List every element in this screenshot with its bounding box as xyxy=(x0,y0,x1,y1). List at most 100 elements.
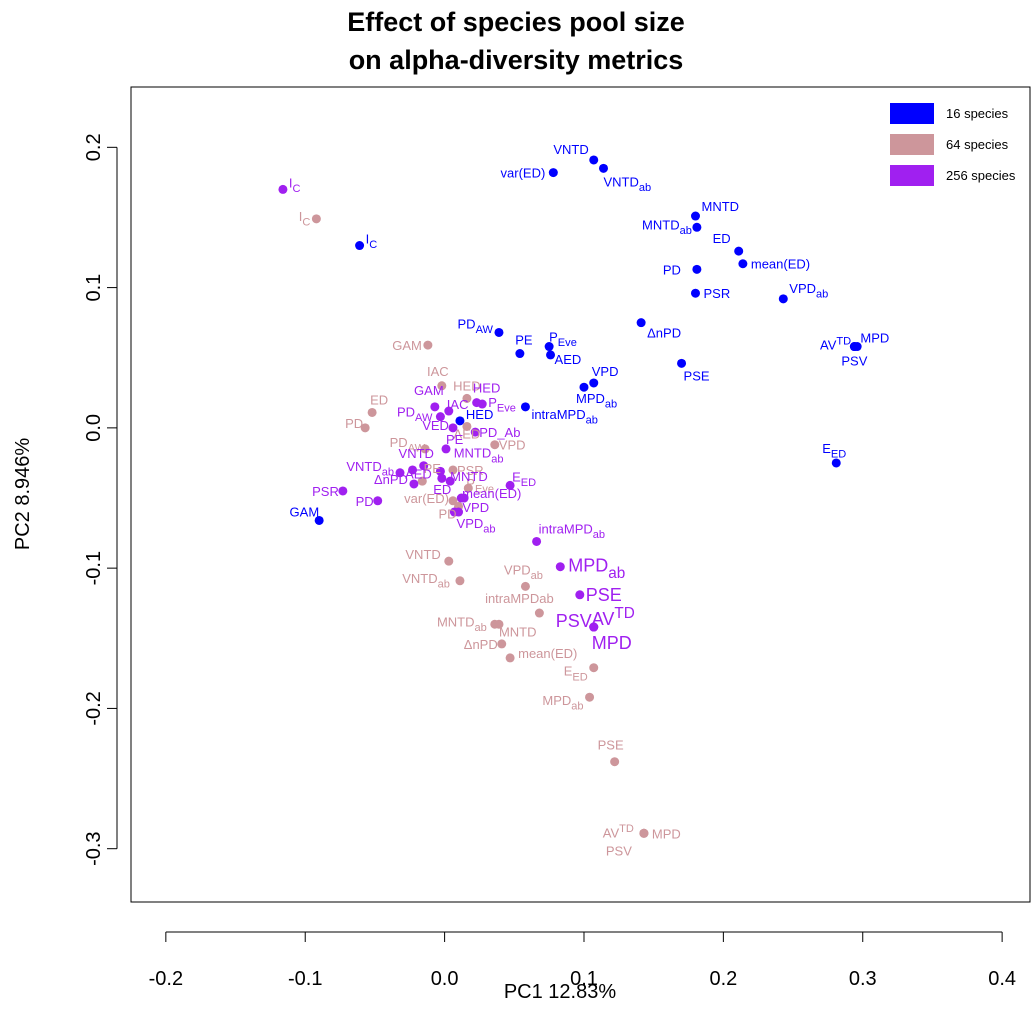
y-tick-label: -0.3 xyxy=(83,831,105,865)
data-label: MNTD xyxy=(450,469,488,484)
data-point xyxy=(462,393,472,403)
data-point xyxy=(477,399,487,409)
data-label: PDAW xyxy=(390,435,426,455)
x-tick-label: 0.0 xyxy=(431,968,459,990)
data-point xyxy=(610,757,620,767)
data-point xyxy=(677,358,687,368)
x-tick-label: 0.3 xyxy=(849,968,877,990)
data-label: GAM xyxy=(392,338,422,353)
legend-swatch xyxy=(890,103,934,124)
data-label: VNTD xyxy=(399,446,434,461)
data-point xyxy=(455,576,465,586)
data-point xyxy=(441,444,451,454)
data-point xyxy=(494,327,504,337)
y-tick-label: -0.1 xyxy=(83,551,105,585)
legend-label: 16 species xyxy=(946,106,1009,121)
data-label: VPDab xyxy=(789,281,828,301)
x-tick-label: -0.2 xyxy=(149,968,183,990)
data-point xyxy=(463,483,473,493)
data-point xyxy=(409,479,419,489)
data-point xyxy=(690,211,700,221)
data-label: VED xyxy=(422,418,449,433)
plot-frame xyxy=(130,86,1031,903)
legend-label: 256 species xyxy=(946,168,1016,183)
data-point xyxy=(490,440,500,450)
data-label: IAC xyxy=(427,364,449,379)
data-point xyxy=(690,288,700,298)
data-point xyxy=(849,342,859,352)
data-labels: VNTDVNTDabvar(ED)MNTDMNTDabEDmean(ED)PDP… xyxy=(289,142,889,858)
data-label: PSE xyxy=(598,738,624,753)
data-point xyxy=(505,480,515,490)
data-point xyxy=(419,461,429,471)
data-label: MPD xyxy=(860,331,889,346)
data-label: AVTD xyxy=(592,605,635,629)
data-point xyxy=(437,381,447,391)
data-point xyxy=(454,507,464,517)
data-label: IAC xyxy=(447,397,469,412)
legend-swatch xyxy=(890,134,934,155)
data-point xyxy=(639,828,649,838)
data-label: MNTDab xyxy=(454,446,504,466)
data-point xyxy=(636,318,646,328)
data-label: VPDab xyxy=(504,562,543,582)
y-tick-label: 0.2 xyxy=(83,133,105,161)
data-point xyxy=(738,259,748,269)
data-label: VPDab xyxy=(457,516,496,536)
data-label: VPD xyxy=(499,438,526,453)
x-axis-label: PC1 12.83% xyxy=(504,981,617,1003)
data-point xyxy=(437,473,447,483)
data-point xyxy=(532,536,542,546)
data-point xyxy=(515,349,525,359)
data-label: PSR xyxy=(457,463,484,478)
data-label: PSR xyxy=(703,286,730,301)
data-point xyxy=(589,155,599,165)
data-label: PEve xyxy=(488,395,516,415)
data-point xyxy=(546,350,556,360)
data-label: VPD xyxy=(592,364,619,379)
data-label: MNTDab xyxy=(437,614,487,634)
data-point xyxy=(417,476,427,486)
data-point xyxy=(494,619,504,629)
data-point xyxy=(598,163,608,173)
data-label: IC xyxy=(299,209,311,229)
data-point xyxy=(548,168,558,178)
data-label: PDAW xyxy=(397,405,433,425)
data-points xyxy=(278,155,862,838)
data-label: PE xyxy=(424,461,442,476)
chart-title-line1: Effect of species pool size xyxy=(347,7,685,37)
data-point xyxy=(692,222,702,232)
data-point xyxy=(505,653,515,663)
data-point xyxy=(470,427,480,437)
data-label: intraMPDab xyxy=(539,521,605,541)
data-label: var(ED) xyxy=(501,166,546,181)
data-point xyxy=(423,340,433,350)
data-label: AED xyxy=(405,466,432,481)
data-point xyxy=(575,590,585,600)
data-point xyxy=(831,458,841,468)
data-point xyxy=(778,294,788,304)
data-point xyxy=(544,342,554,352)
data-point xyxy=(395,468,405,478)
data-label: PDAW xyxy=(458,316,494,336)
data-label: PD xyxy=(345,416,363,431)
data-point xyxy=(589,378,599,388)
data-label: PD xyxy=(356,494,374,509)
data-point xyxy=(367,407,377,417)
data-point xyxy=(734,246,744,256)
data-point xyxy=(520,402,530,412)
data-label: MPD xyxy=(592,633,632,653)
data-point xyxy=(420,444,430,454)
data-label: mean(ED) xyxy=(751,257,810,272)
data-label: PE xyxy=(515,333,533,348)
legend-swatch xyxy=(890,165,934,186)
data-label: PSV xyxy=(841,354,867,369)
y-tick-label: 0.0 xyxy=(83,414,105,442)
data-label: PSR xyxy=(312,484,339,499)
data-label: AVTD xyxy=(603,823,634,840)
data-label: HED xyxy=(466,407,493,422)
data-label: IC xyxy=(366,232,378,252)
legend-label: 64 species xyxy=(946,137,1009,152)
data-label: AVTD xyxy=(820,335,851,352)
data-point xyxy=(462,421,472,431)
